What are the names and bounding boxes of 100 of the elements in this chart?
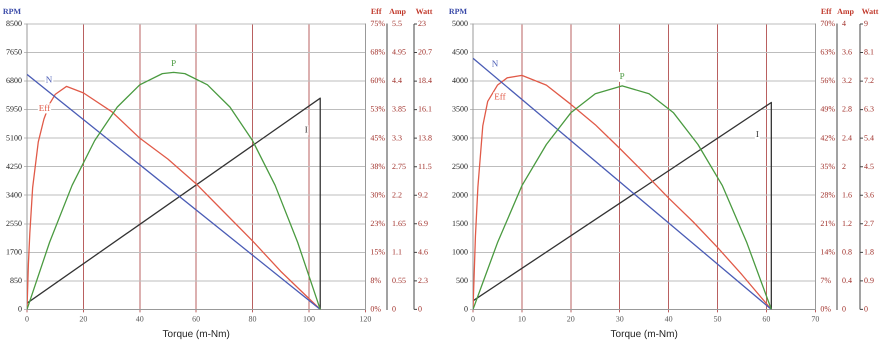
y2-tick-label: 14%: [820, 247, 836, 256]
y-tick-label: 0: [864, 304, 868, 314]
x-tick-label: 20: [566, 314, 575, 324]
y-tick-label: 2500: [452, 162, 468, 171]
y3-tick-label: 3.6: [842, 48, 852, 57]
x-tick-label: 20: [79, 314, 88, 324]
y2-tick-label: 28%: [820, 190, 836, 200]
y3-tick-label: 2.4: [842, 133, 852, 142]
series-label: Eff: [38, 102, 50, 113]
y3-tick-label: 0.55: [392, 276, 406, 285]
y2-tick-label: 60%: [370, 76, 386, 86]
y2-tick-label: 15%: [370, 247, 386, 256]
y-tick-label: 4.6: [418, 247, 428, 256]
y-tick-label: 6.9: [418, 218, 428, 228]
y3-tick-label: 3.85: [392, 104, 406, 114]
y3-tick-label: 0: [842, 304, 846, 314]
x-tick-label: 40: [136, 314, 144, 324]
x-tick-label: 30: [616, 314, 624, 324]
y3-tick-label: 3.2: [842, 76, 852, 86]
y2-tick-label: 49%: [820, 104, 836, 114]
y2-tick-label: 0%: [820, 304, 832, 314]
y-tick-label: 3500: [452, 104, 468, 114]
y-tick-label: 0: [18, 304, 22, 314]
y-tick-label: 4000: [452, 76, 468, 86]
y-tick-label: 8500: [6, 19, 22, 28]
y3-tick-label: 1.2: [842, 218, 852, 228]
y3-tick-label: 1.65: [392, 218, 406, 228]
x-tick-label: 60: [192, 314, 200, 324]
y3-tick-label: 4: [842, 19, 846, 28]
y-tick-label: 18.4: [418, 76, 432, 86]
y3-tick-label: 2: [842, 162, 846, 171]
y2-axis-title: Eff: [370, 7, 382, 16]
y-tick-label: 5.4: [864, 133, 874, 142]
y-tick-label: 9.2: [418, 190, 428, 200]
x-tick-label: 60: [762, 314, 770, 324]
x-tick-label: 100: [302, 314, 315, 324]
y-tick-label: 1700: [6, 247, 22, 256]
series-label: N: [492, 58, 499, 69]
y3-tick-label: 4.95: [392, 48, 406, 57]
y3-tick-label: 3.3: [392, 133, 402, 142]
y3-tick-label: 1.6: [842, 190, 852, 200]
y-tick-label: 7650: [6, 48, 22, 57]
y-tick-label: 13.8: [418, 133, 432, 142]
y2-tick-label: 35%: [820, 162, 836, 171]
y3-tick-label: 2.2: [392, 190, 402, 200]
y2-tick-label: 21%: [820, 218, 836, 228]
y2-tick-label: 53%: [370, 104, 386, 114]
y2-tick-label: 68%: [370, 48, 386, 57]
y3-tick-label: 2.75: [392, 162, 406, 171]
y3-tick-label: 0.8: [842, 247, 852, 256]
x-tick-label: 50: [714, 314, 722, 324]
y2-tick-label: 0%: [370, 304, 382, 314]
y-tick-label: 2550: [6, 218, 22, 228]
y-tick-label: 16.1: [418, 104, 432, 114]
y2-tick-label: 63%: [820, 48, 836, 57]
y2-tick-label: 75%: [370, 19, 386, 28]
y-tick-label: 0.9: [864, 276, 874, 285]
y-tick-label: 5000: [452, 19, 468, 28]
y3-tick-label: 5.5: [392, 19, 402, 28]
y-tick-label: 5950: [6, 104, 22, 114]
y2-tick-label: 45%: [370, 133, 386, 142]
y2-tick-label: 70%: [820, 19, 836, 28]
y3-tick-label: 1.1: [392, 247, 402, 256]
y-tick-label: 3000: [452, 133, 468, 142]
y-tick-label: 6800: [6, 76, 22, 86]
y-axis-title: Watt: [416, 7, 433, 16]
y3-axis-title: Amp: [389, 7, 406, 16]
y2-tick-label: 8%: [370, 276, 382, 285]
x-axis-title: Torque (m-Nm): [610, 328, 678, 340]
y3-tick-label: 0: [392, 304, 396, 314]
y-tick-label: 1500: [452, 218, 468, 228]
x-tick-label: 0: [471, 314, 475, 324]
y2-axis-title: Eff: [820, 7, 832, 16]
x-tick-label: 70: [811, 314, 820, 324]
y-tick-label: 1000: [452, 247, 468, 256]
y-tick-label: 2.7: [864, 218, 874, 228]
y-tick-label: 6.3: [864, 104, 874, 114]
y2-tick-label: 56%: [820, 76, 836, 86]
series-label: N: [46, 74, 53, 85]
y3-axis-title: Amp: [837, 7, 854, 16]
x-tick-label: 120: [359, 314, 372, 324]
y2-tick-label: 38%: [370, 162, 386, 171]
y3-tick-label: 4.4: [392, 76, 402, 86]
y-tick-label: 3400: [6, 190, 22, 200]
y-tick-label: 0: [418, 304, 422, 314]
y-axis-title: RPM: [2, 7, 22, 16]
y-tick-label: 7.2: [864, 76, 874, 86]
y3-tick-label: 0.4: [842, 276, 852, 285]
series-label: I: [304, 124, 308, 135]
y-tick-label: 20.7: [418, 48, 432, 57]
y-tick-label: 11.5: [418, 162, 432, 171]
y-axis-title: RPM: [448, 7, 468, 16]
y-tick-label: 23: [418, 19, 426, 28]
series-label: I: [756, 128, 759, 139]
y-tick-label: 4.5: [864, 162, 874, 171]
y-tick-label: 2000: [452, 190, 468, 200]
y-tick-label: 500: [456, 276, 468, 285]
y-tick-label: 1.8: [864, 247, 874, 256]
y-tick-label: 3.6: [864, 190, 874, 200]
series-label: P: [620, 71, 625, 82]
